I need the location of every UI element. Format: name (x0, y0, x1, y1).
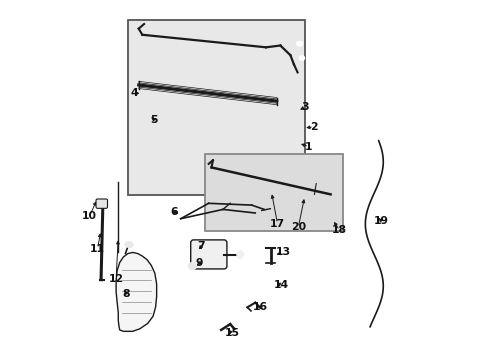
Text: 10: 10 (82, 211, 97, 221)
Polygon shape (116, 252, 156, 331)
Text: 4: 4 (130, 88, 138, 98)
Text: 16: 16 (253, 302, 267, 312)
Ellipse shape (298, 56, 304, 60)
Text: 9: 9 (196, 258, 203, 268)
Text: 14: 14 (273, 280, 288, 290)
Text: 20: 20 (290, 222, 305, 232)
Text: 11: 11 (90, 244, 105, 254)
Text: 15: 15 (224, 328, 239, 338)
Text: 18: 18 (331, 225, 346, 235)
Text: 7: 7 (197, 241, 205, 251)
Text: 17: 17 (269, 219, 285, 229)
Text: 12: 12 (108, 274, 123, 284)
FancyBboxPatch shape (96, 199, 107, 208)
Ellipse shape (188, 262, 196, 270)
Ellipse shape (125, 242, 133, 247)
Bar (128, 20, 305, 195)
Text: 8: 8 (122, 289, 130, 299)
Text: 1: 1 (305, 141, 312, 152)
Text: 6: 6 (170, 207, 178, 217)
Text: 19: 19 (373, 216, 388, 226)
FancyBboxPatch shape (190, 240, 226, 269)
Ellipse shape (296, 41, 303, 46)
Ellipse shape (175, 214, 186, 224)
Text: 13: 13 (275, 247, 290, 257)
Bar (204, 154, 343, 231)
Text: 5: 5 (150, 115, 158, 125)
Text: 3: 3 (300, 102, 308, 112)
Text: 2: 2 (309, 122, 317, 132)
Ellipse shape (237, 251, 243, 258)
